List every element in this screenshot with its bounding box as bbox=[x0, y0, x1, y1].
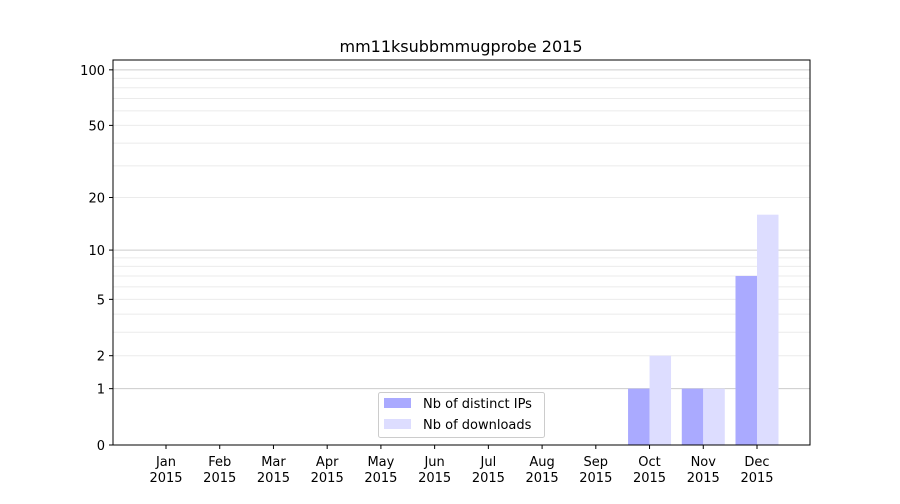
x-tick-label: Jun bbox=[423, 455, 444, 470]
y-tick-label: 1 bbox=[97, 383, 105, 398]
x-tick-label: 2015 bbox=[311, 471, 344, 486]
bar-downloads bbox=[757, 214, 779, 445]
legend-box bbox=[378, 392, 545, 438]
x-tick-label: Feb bbox=[208, 455, 231, 470]
x-tick-label: 2015 bbox=[687, 471, 720, 486]
y-tick-label: 5 bbox=[97, 293, 105, 308]
chart-title: mm11ksubbmmugprobe 2015 bbox=[339, 37, 582, 56]
x-tick-label: 2015 bbox=[203, 471, 236, 486]
y-tick-label: 100 bbox=[80, 64, 105, 79]
y-tick-label: 20 bbox=[88, 192, 105, 207]
bar-downloads bbox=[703, 388, 725, 445]
x-tick-label: 2015 bbox=[149, 471, 182, 486]
plot-frame bbox=[112, 59, 811, 446]
x-tick-label: Sep bbox=[584, 455, 609, 470]
bar-downloads bbox=[649, 355, 672, 445]
legend: Nb of distinct IPs Nb of downloads bbox=[378, 392, 545, 438]
legend-swatch bbox=[384, 398, 411, 408]
x-tick-label: 2015 bbox=[526, 471, 559, 486]
x-tick-label: 2015 bbox=[418, 471, 451, 486]
x-tick-label: Jul bbox=[480, 455, 497, 470]
x-tick-label: Nov bbox=[691, 455, 717, 470]
x-tick-label: 2015 bbox=[472, 471, 505, 486]
x-tick-label: 2015 bbox=[364, 471, 397, 486]
bar-distinct-ips bbox=[628, 388, 650, 445]
bar-distinct-ips bbox=[735, 275, 757, 445]
x-tick-label: 2015 bbox=[633, 471, 666, 486]
x-tick-label: 2015 bbox=[257, 471, 290, 486]
x-tick-label: 2015 bbox=[740, 471, 773, 486]
legend-swatch bbox=[384, 419, 411, 429]
bar-distinct-ips bbox=[681, 388, 704, 445]
x-tick-label: Apr bbox=[316, 455, 339, 470]
x-tick-label: Mar bbox=[261, 455, 286, 470]
y-tick-label: 10 bbox=[88, 244, 105, 259]
y-tick-label: 50 bbox=[88, 119, 105, 134]
x-tick-label: Aug bbox=[529, 455, 554, 470]
legend-label: Nb of downloads bbox=[423, 418, 532, 433]
y-tick-label: 0 bbox=[97, 439, 105, 454]
x-tick-label: 2015 bbox=[579, 471, 612, 486]
y-tick-label: 2 bbox=[97, 350, 105, 365]
x-tick-label: Oct bbox=[638, 455, 660, 470]
x-tick-label: Jan bbox=[155, 455, 176, 470]
x-tick-label: Dec bbox=[744, 455, 769, 470]
legend-label: Nb of distinct IPs bbox=[423, 397, 532, 412]
x-tick-label: May bbox=[367, 455, 394, 470]
